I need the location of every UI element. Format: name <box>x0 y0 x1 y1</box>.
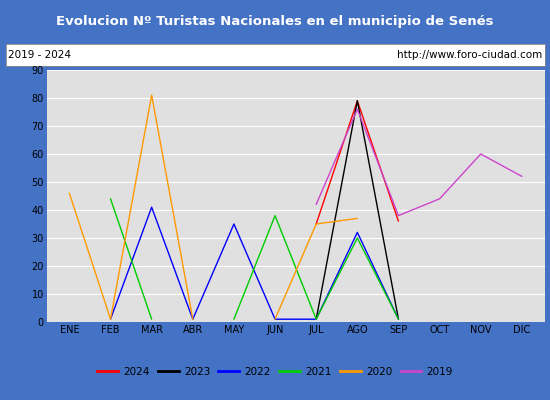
Legend: 2024, 2023, 2022, 2021, 2020, 2019: 2024, 2023, 2022, 2021, 2020, 2019 <box>93 363 457 381</box>
Text: Evolucion Nº Turistas Nacionales en el municipio de Senés: Evolucion Nº Turistas Nacionales en el m… <box>56 14 494 28</box>
Text: http://www.foro-ciudad.com: http://www.foro-ciudad.com <box>397 50 542 60</box>
Text: 2019 - 2024: 2019 - 2024 <box>8 50 71 60</box>
